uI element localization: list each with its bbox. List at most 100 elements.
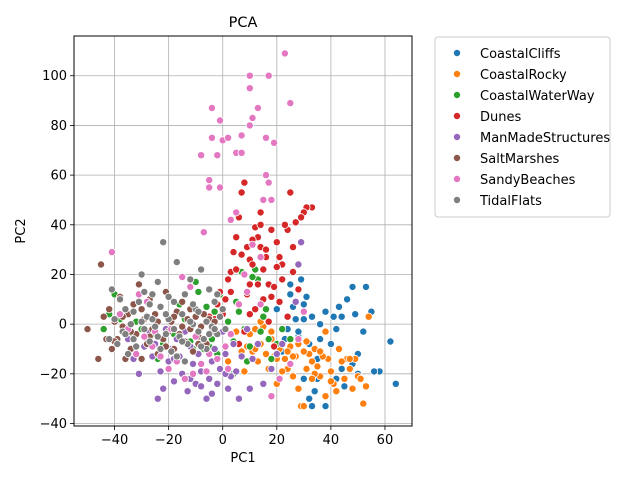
- data-point: [229, 248, 238, 257]
- data-point: [202, 302, 211, 311]
- legend-label: CoastalRocky: [480, 68, 567, 83]
- data-point: [248, 240, 257, 249]
- data-point: [137, 305, 146, 314]
- data-point: [183, 387, 192, 396]
- y-tick-label: 0: [59, 318, 67, 333]
- data-point: [267, 225, 276, 234]
- data-point: [286, 290, 295, 299]
- data-point: [267, 364, 276, 373]
- data-point: [272, 349, 281, 358]
- data-point: [215, 183, 224, 192]
- data-point: [280, 49, 289, 58]
- data-point: [105, 335, 114, 344]
- data-point: [145, 300, 154, 309]
- data-point: [370, 367, 379, 376]
- data-point: [291, 297, 300, 306]
- data-point: [337, 312, 346, 321]
- data-point: [215, 312, 224, 321]
- data-point: [197, 382, 206, 391]
- data-point: [267, 292, 276, 301]
- data-point: [194, 287, 203, 296]
- data-point: [391, 379, 400, 388]
- x-tick-label: −40: [101, 433, 128, 448]
- data-point: [299, 300, 308, 309]
- data-point: [288, 372, 297, 381]
- data-point: [275, 253, 284, 262]
- data-point: [199, 335, 208, 344]
- data-point: [178, 322, 187, 331]
- data-point: [83, 325, 92, 334]
- x-tick-label: 40: [323, 433, 340, 448]
- data-point: [272, 262, 281, 271]
- data-point: [259, 195, 268, 204]
- data-point: [294, 335, 303, 344]
- data-point: [132, 349, 141, 358]
- data-point: [129, 335, 138, 344]
- data-point: [197, 359, 206, 368]
- chart-title: PCA: [229, 15, 258, 31]
- data-point: [234, 300, 243, 309]
- data-point: [359, 399, 368, 408]
- data-point: [386, 337, 395, 346]
- data-point: [245, 342, 254, 351]
- data-point: [159, 238, 168, 247]
- data-point: [351, 310, 360, 319]
- data-point: [245, 310, 254, 319]
- y-tick-label: 60: [50, 169, 67, 184]
- data-point: [267, 392, 276, 401]
- y-axis-label: PC2: [14, 218, 29, 243]
- data-point: [207, 133, 216, 142]
- data-point: [97, 260, 106, 269]
- data-point: [348, 282, 357, 291]
- data-point: [283, 312, 292, 321]
- data-point: [243, 325, 252, 334]
- data-point: [178, 297, 187, 306]
- data-point: [245, 84, 254, 93]
- data-point: [261, 171, 270, 180]
- data-point: [224, 384, 233, 393]
- data-point: [205, 176, 214, 185]
- legend-label: ManMadeStructures: [480, 131, 610, 146]
- data-point: [261, 305, 270, 314]
- data-point: [240, 270, 249, 279]
- data-point: [188, 359, 197, 368]
- data-point: [302, 364, 311, 373]
- data-point: [299, 307, 308, 316]
- data-point: [240, 178, 249, 187]
- data-point: [213, 290, 222, 299]
- data-point: [294, 327, 303, 336]
- data-point: [291, 315, 300, 324]
- data-point: [178, 337, 187, 346]
- axes-frame: [73, 35, 413, 427]
- data-point: [332, 387, 341, 396]
- data-point: [186, 317, 195, 326]
- data-point: [248, 114, 257, 123]
- data-point: [245, 121, 254, 130]
- data-point: [267, 327, 276, 336]
- data-point: [210, 325, 219, 334]
- y-tick-label: 80: [50, 119, 67, 134]
- data-point: [321, 402, 330, 411]
- data-point: [253, 104, 262, 113]
- data-point: [207, 389, 216, 398]
- data-point: [256, 208, 265, 217]
- data-point: [199, 228, 208, 237]
- legend-label: CoastalCliffs: [480, 47, 561, 62]
- data-point: [178, 310, 187, 319]
- legend-marker: [452, 70, 461, 79]
- axis-ticks: −40 −20 0 20 40 60 −40 −20 0 20 40 60 80 100: [40, 69, 394, 448]
- data-point: [169, 377, 178, 386]
- data-point: [213, 151, 222, 160]
- data-point: [156, 344, 165, 353]
- data-point: [197, 342, 206, 351]
- data-point: [334, 302, 343, 311]
- data-point: [302, 292, 311, 301]
- data-point: [286, 99, 295, 108]
- data-point: [159, 384, 168, 393]
- data-point: [272, 238, 281, 247]
- legend-label: Dunes: [480, 110, 521, 125]
- data-point: [299, 347, 308, 356]
- data-point: [302, 337, 311, 346]
- data-point: [113, 339, 122, 348]
